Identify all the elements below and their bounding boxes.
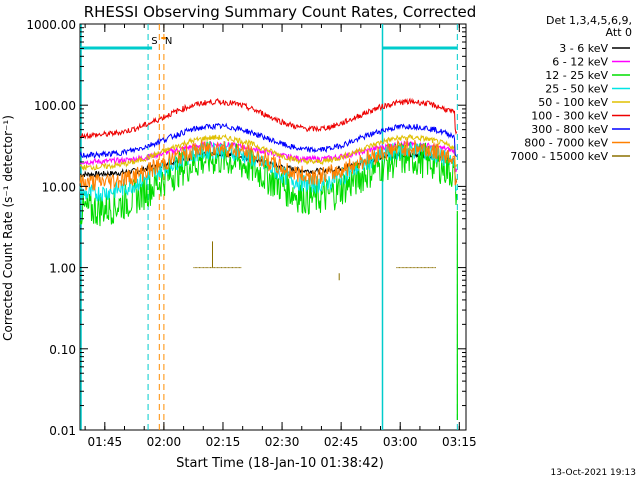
plot-frame [79, 23, 467, 431]
legend-label: 50 - 100 keV [538, 96, 608, 109]
y-tick-label: 0.01 [49, 424, 76, 438]
legend-label: 25 - 50 keV [545, 83, 608, 96]
legend-label: 3 - 6 keV [559, 42, 608, 55]
legend-label: 800 - 7000 keV [524, 137, 608, 150]
y-tick-label: 10.00 [42, 180, 76, 194]
saa-marker-label: N [165, 36, 172, 47]
series-line [193, 241, 436, 281]
series-layer [79, 97, 458, 420]
series-line [79, 138, 458, 191]
y-tick-label: 1000.00 [26, 18, 76, 32]
legend-label: 100 - 300 keV [531, 110, 608, 123]
x-tick-label: 01:45 [88, 435, 123, 449]
y-tick-label: 0.10 [49, 343, 76, 357]
legend-label: 300 - 800 keV [531, 123, 608, 136]
y-tick-label: 1.00 [49, 262, 76, 276]
x-tick-label: 03:15 [442, 435, 477, 449]
series-line [79, 97, 458, 140]
series-line [79, 133, 458, 171]
saa-marker-label: S [151, 36, 157, 47]
x-tick-label: 03:00 [383, 435, 418, 449]
series-line [79, 122, 458, 160]
legend-label: 6 - 12 keV [552, 56, 608, 69]
footer-date: 13-Oct-2021 19:13 [551, 468, 636, 478]
plot-axes [79, 23, 467, 431]
legend-label: 7000 - 15000 keV [510, 150, 608, 163]
y-tick-label: 100.00 [34, 99, 76, 113]
legend-header: Att 0 [606, 26, 632, 39]
x-tick-label: 02:00 [147, 435, 182, 449]
x-tick-label: 02:45 [324, 435, 359, 449]
x-tick-label: 02:15 [206, 435, 241, 449]
legend-header: Det 1,3,4,5,6,9, [546, 14, 632, 27]
axis-ticks: 1000.00 100.00 10.00 1.00 0.10 0.01 01:45 02:00… [26, 18, 476, 449]
x-tick-label: 02:30 [265, 435, 300, 449]
legend-label: 12 - 25 keV [545, 69, 608, 82]
y-axis-label: Corrected Count Rate (s⁻¹ detector⁻¹) [1, 115, 15, 341]
chart-title: RHESSI Observing Summary Count Rates, Co… [84, 3, 477, 21]
x-axis-label: Start Time (18-Jan-10 01:38:42) [176, 456, 384, 471]
